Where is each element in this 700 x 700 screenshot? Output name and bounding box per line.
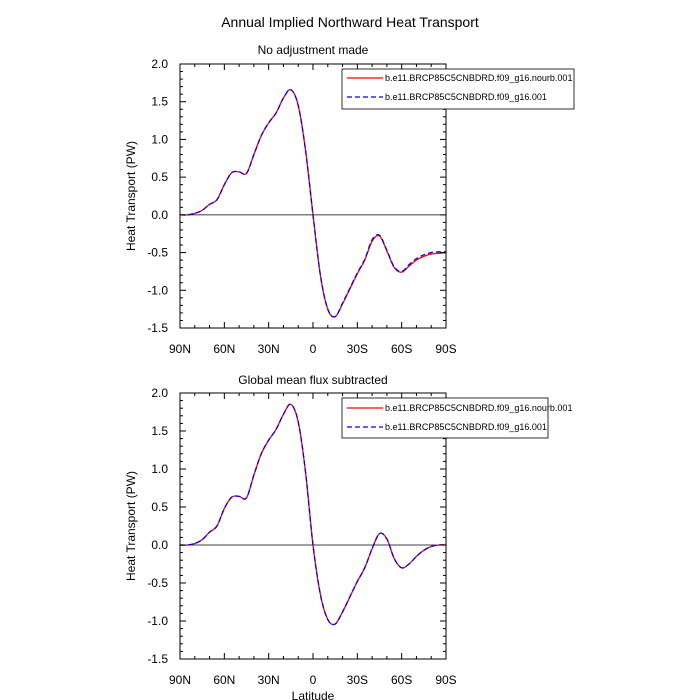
panel-top-series-line-1: [179, 88, 447, 318]
panel-bottom-x-tick-label: 0: [310, 673, 317, 687]
panel-top-series-line-2: [179, 88, 447, 318]
panel-bottom-y-tick-label: -1.5: [147, 652, 168, 666]
panel-bottom-series-line-2: [179, 403, 447, 626]
panel-bottom-y-tick-label: 0.5: [151, 500, 168, 514]
panel-bottom-y-tick-label: -1.0: [147, 614, 168, 628]
panel-top-x-tick-label: 60S: [391, 342, 412, 356]
panel-bottom-x-axis-label: Latitude: [292, 689, 335, 700]
panel-bottom-y-tick-label: 1.5: [151, 424, 168, 438]
panel-top-y-tick-label: -0.5: [147, 246, 168, 260]
panel-bottom-x-tick-label: 90S: [435, 673, 456, 687]
panel-bottom-x-tick-label: 60N: [213, 673, 235, 687]
panel-top-legend-label-1: b.e11.BRCP85C5CNBDRD.f09_g16.nourb.001: [385, 73, 572, 83]
panel-top-x-tick-label: 90S: [435, 342, 456, 356]
panel-bottom-x-tick-label: 90N: [169, 673, 191, 687]
panel-bottom-legend-label-1: b.e11.BRCP85C5CNBDRD.f09_g16.nourb.001: [385, 403, 572, 413]
panel-top-title: No adjustment made: [258, 43, 369, 57]
panel-top-legend: b.e11.BRCP85C5CNBDRD.f09_g16.nourb.001 b…: [341, 68, 575, 110]
panel-bottom-legend: b.e11.BRCP85C5CNBDRD.f09_g16.nourb.001 b…: [341, 397, 572, 439]
panel-bottom-x-tick-label: 30S: [347, 673, 368, 687]
panel-top-axes: 90N 60N 30N 0 30S 60S 90S -1.5 -1.0 -0.5 0.0 0.5 1.0…: [147, 57, 456, 356]
panel-top-y-tick-label: -1.5: [147, 321, 168, 335]
panel-top-x-tick-label: 0: [310, 342, 317, 356]
panel-bottom-x-tick-label: 30N: [258, 673, 280, 687]
panel-top-series: [179, 88, 447, 318]
panel-top-y-tick-label: 1.0: [151, 132, 168, 146]
panel-bottom-y-tick-label: 1.0: [151, 462, 168, 476]
panel-bottom-y-tick-label: -0.5: [147, 576, 168, 590]
panel-bottom-series: [179, 403, 447, 626]
panel-top-y-tick-label: 2.0: [151, 57, 168, 71]
panel-bottom-axes: 90N 60N 30N 0 30S 60S 90S -1.5 -1.0 -0.5 0.0 0.5 1.0…: [147, 386, 456, 687]
panel-top-x-tick-label: 30N: [258, 342, 280, 356]
panel-bottom-title: Global mean flux subtracted: [238, 373, 387, 387]
panel-top-legend-label-2: b.e11.BRCP85C5CNBDRD.f09_g16.001: [385, 92, 547, 102]
panel-bottom-y-axis-label: Heat Transport (PW): [124, 471, 138, 581]
panel-top-y-tick-label: -1.0: [147, 283, 168, 297]
panel-top-y-axis-label: Heat Transport (PW): [124, 141, 138, 251]
panel-top-x-tick-label: 60N: [213, 342, 235, 356]
panel-top-y-tick-label: 0.5: [151, 170, 168, 184]
figure-title: Annual Implied Northward Heat Transport: [221, 14, 479, 30]
panel-top-y-tick-label: 0.0: [151, 208, 168, 222]
panel-bottom-legend-label-2: b.e11.BRCP85C5CNBDRD.f09_g16.001: [385, 422, 547, 432]
panel-top-legend-box: [341, 68, 575, 110]
panel-bottom-y-tick-label: 0.0: [151, 538, 168, 552]
panel-bottom-legend-box: [341, 397, 549, 439]
panel-bottom: Global mean flux subtracted Heat Transpo…: [124, 373, 572, 700]
panel-top-x-tick-label: 30S: [347, 342, 368, 356]
panel-top-y-tick-label: 1.5: [151, 95, 168, 109]
panel-top-x-tick-label: 90N: [169, 342, 191, 356]
panel-top: No adjustment made Heat Transport (PW) 9…: [124, 43, 575, 356]
panel-bottom-y-tick-label: 2.0: [151, 386, 168, 400]
panel-bottom-x-tick-label: 60S: [391, 673, 412, 687]
